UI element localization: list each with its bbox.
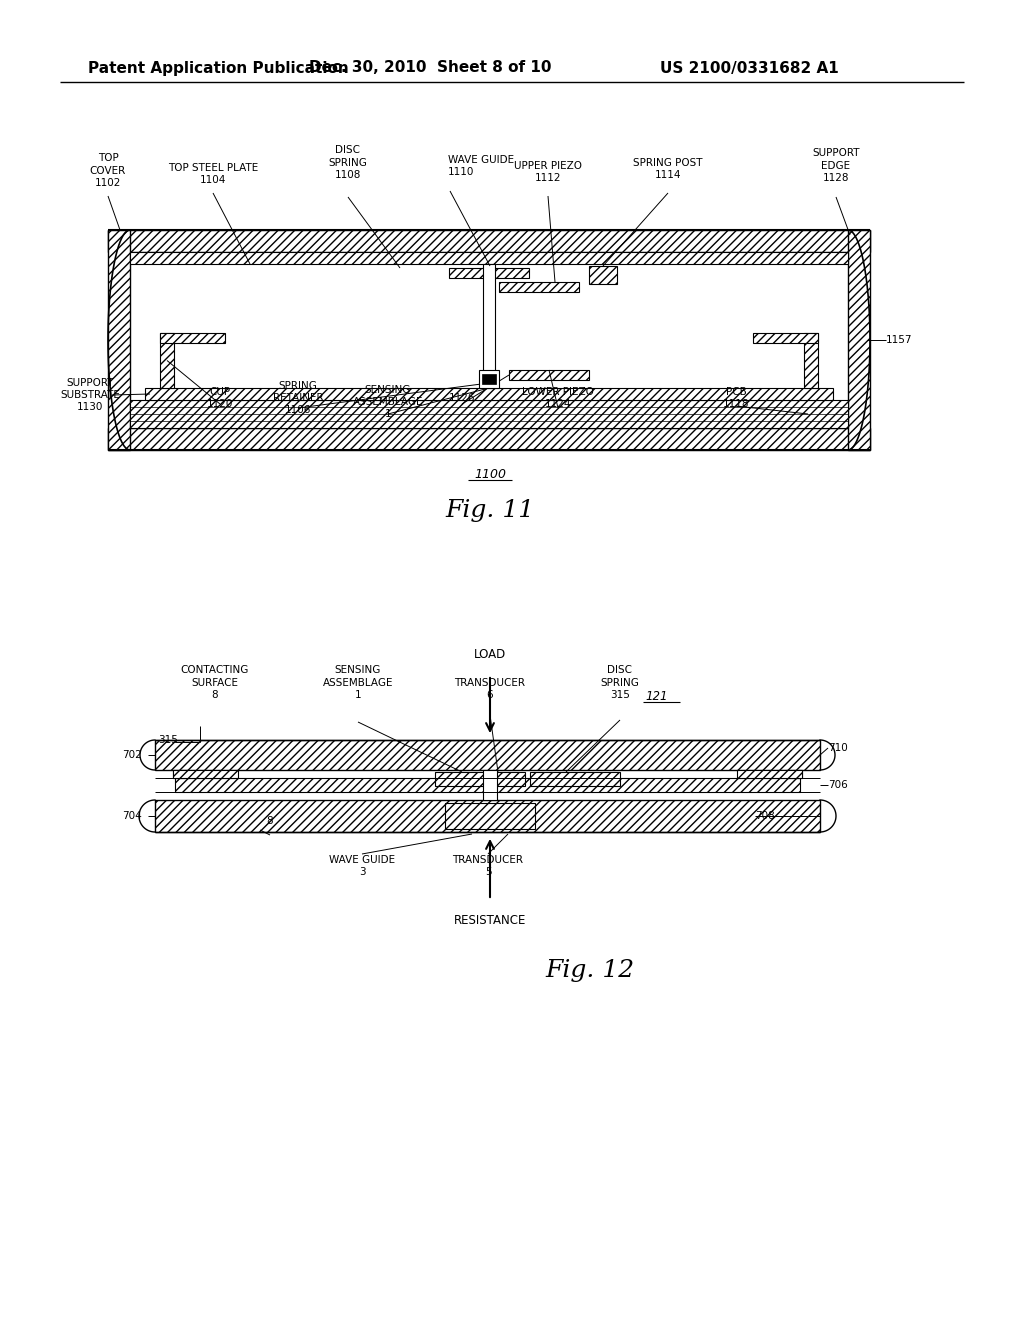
Text: 702: 702 bbox=[122, 750, 142, 760]
Text: Patent Application Publication: Patent Application Publication bbox=[88, 61, 349, 75]
Text: Fig. 11: Fig. 11 bbox=[445, 499, 535, 521]
Text: WAVE GUIDE
3: WAVE GUIDE 3 bbox=[329, 855, 395, 878]
Text: TOP STEEL PLATE
1104: TOP STEEL PLATE 1104 bbox=[168, 162, 258, 185]
Bar bbox=[479, 370, 499, 388]
Text: Fig. 12: Fig. 12 bbox=[546, 958, 635, 982]
Bar bbox=[155, 800, 820, 832]
Text: UPPER PIEZO
1112: UPPER PIEZO 1112 bbox=[514, 161, 582, 183]
Bar bbox=[435, 772, 525, 785]
Bar bbox=[445, 803, 535, 829]
Bar bbox=[145, 388, 833, 400]
Bar bbox=[175, 777, 800, 792]
Text: SPRING POST
1114: SPRING POST 1114 bbox=[633, 157, 702, 180]
Text: TOP
COVER
1102: TOP COVER 1102 bbox=[90, 153, 126, 187]
Bar bbox=[509, 370, 589, 380]
Bar bbox=[753, 333, 818, 343]
Text: 121: 121 bbox=[645, 689, 668, 702]
Bar bbox=[130, 252, 848, 264]
Bar bbox=[530, 772, 620, 785]
Text: SUPPORT
SUBSTRATE
1130: SUPPORT SUBSTRATE 1130 bbox=[60, 378, 120, 412]
Text: 8: 8 bbox=[266, 816, 273, 826]
Text: TRANSDUCER
5: TRANSDUCER 5 bbox=[453, 855, 523, 878]
Text: 708: 708 bbox=[755, 810, 775, 821]
Bar bbox=[108, 230, 870, 252]
Bar bbox=[108, 428, 870, 450]
Text: 315: 315 bbox=[158, 735, 178, 744]
Bar bbox=[804, 333, 818, 388]
Bar bbox=[130, 400, 848, 428]
Text: WAVE GUIDE
1110: WAVE GUIDE 1110 bbox=[449, 154, 514, 177]
Bar bbox=[160, 333, 225, 343]
Text: 710: 710 bbox=[828, 743, 848, 752]
Text: TRANSDUCER
6: TRANSDUCER 6 bbox=[455, 677, 525, 700]
Text: 1157: 1157 bbox=[886, 335, 912, 345]
Bar bbox=[130, 252, 848, 428]
Bar bbox=[483, 264, 495, 388]
Bar bbox=[173, 770, 238, 777]
Text: CONTACTING
SURFACE
8: CONTACTING SURFACE 8 bbox=[181, 665, 249, 700]
Bar bbox=[108, 230, 130, 450]
Text: SPRING
RETAINER
1106: SPRING RETAINER 1106 bbox=[272, 380, 324, 416]
Bar bbox=[482, 374, 496, 384]
Text: DISC
SPRING
315: DISC SPRING 315 bbox=[600, 665, 639, 700]
Text: 1100: 1100 bbox=[474, 469, 506, 482]
Bar bbox=[155, 741, 820, 770]
Bar bbox=[786, 770, 802, 777]
Bar bbox=[160, 333, 174, 388]
Bar bbox=[589, 267, 617, 284]
Text: 704: 704 bbox=[122, 810, 142, 821]
Text: US 2100/0331682 A1: US 2100/0331682 A1 bbox=[660, 61, 839, 75]
Bar bbox=[737, 770, 802, 777]
Bar bbox=[499, 282, 579, 292]
Text: 706: 706 bbox=[828, 780, 848, 789]
Bar bbox=[173, 770, 189, 777]
Text: DISC
SPRING
1108: DISC SPRING 1108 bbox=[329, 145, 368, 180]
Text: CUP
1120: CUP 1120 bbox=[207, 387, 233, 409]
Bar bbox=[449, 268, 529, 279]
Text: Dec. 30, 2010  Sheet 8 of 10: Dec. 30, 2010 Sheet 8 of 10 bbox=[309, 61, 551, 75]
Text: LOWER PIEZO
1124: LOWER PIEZO 1124 bbox=[522, 387, 594, 409]
Text: PCB
1118: PCB 1118 bbox=[723, 387, 750, 409]
Text: RESISTANCE: RESISTANCE bbox=[454, 913, 526, 927]
Text: SENSING
ASSEMBLAGE
1: SENSING ASSEMBLAGE 1 bbox=[352, 384, 423, 420]
Text: SUPPORT
EDGE
1128: SUPPORT EDGE 1128 bbox=[812, 148, 860, 183]
Text: 1126: 1126 bbox=[449, 393, 475, 403]
Text: LOAD: LOAD bbox=[474, 648, 506, 661]
Bar bbox=[848, 230, 870, 450]
Bar bbox=[483, 770, 497, 800]
Text: SENSING
ASSEMBLAGE
1: SENSING ASSEMBLAGE 1 bbox=[323, 665, 393, 700]
